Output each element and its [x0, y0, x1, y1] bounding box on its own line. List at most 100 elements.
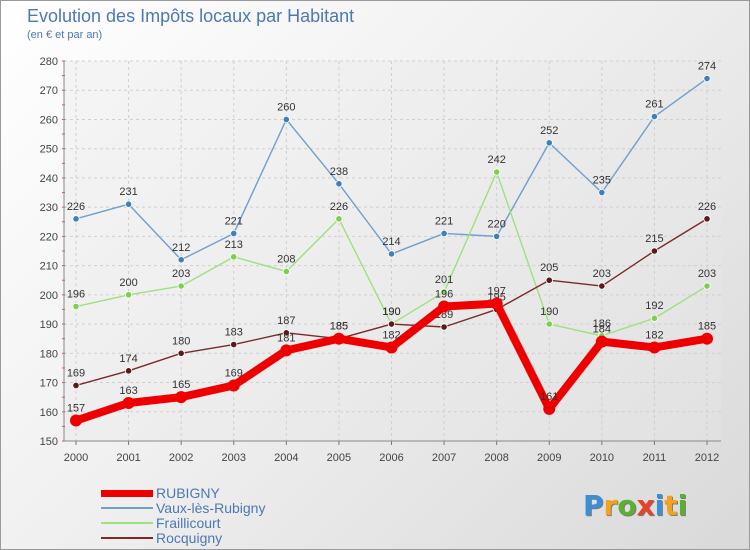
data-label-rubigny: 197: [487, 286, 505, 298]
legend-label-fraillicourt: Fraillicourt: [156, 515, 221, 531]
data-label-fraillicourt: 213: [225, 239, 243, 251]
data-label-rubigny: 185: [330, 321, 348, 333]
data-label-fraillicourt: 190: [382, 306, 400, 318]
data-point-rubigny: [280, 344, 293, 357]
y-tick-label: 180: [40, 348, 58, 360]
data-point-rocquigny: [230, 340, 238, 349]
legend-swatch-rubigny: [101, 490, 153, 497]
logo-letter: t: [664, 489, 678, 522]
logo-letter: i: [677, 489, 688, 522]
data-point-vaux-l-s-rubigny: [177, 256, 185, 264]
data-label-vaux-l-s-rubigny: 252: [540, 125, 558, 137]
data-point-rocquigny: [124, 367, 133, 375]
data-label-rubigny: 182: [382, 329, 400, 341]
data-point-rubigny: [227, 379, 240, 392]
data-label-vaux-l-s-rubigny: 235: [593, 175, 611, 187]
legend-label-rocquigny: Rocquigny: [156, 530, 223, 546]
data-label-fraillicourt: 226: [330, 201, 348, 213]
y-tick-label: 170: [40, 378, 58, 390]
data-point-rocquigny: [440, 323, 448, 331]
y-tick-label: 230: [40, 202, 58, 214]
data-label-fraillicourt: 186: [593, 318, 611, 330]
proxiti-logo: Proxiti: [583, 489, 687, 522]
data-point-vaux-l-s-rubigny: [124, 200, 133, 208]
y-tick-label: 160: [40, 407, 58, 419]
data-point-rocquigny: [545, 276, 553, 284]
data-label-fraillicourt: 192: [645, 300, 663, 312]
x-tick-label: 2006: [379, 452, 403, 464]
data-label-vaux-l-s-rubigny: 221: [435, 215, 453, 227]
data-label-vaux-l-s-rubigny: 261: [645, 99, 663, 111]
data-point-fraillicourt: [282, 267, 290, 276]
data-label-vaux-l-s-rubigny: 226: [67, 201, 85, 213]
data-label-rocquigny: 203: [593, 268, 611, 280]
logo-letter: i: [654, 489, 665, 522]
x-tick-label: 2001: [116, 452, 140, 464]
x-tick-label: 2011: [643, 452, 667, 464]
data-point-rubigny: [543, 402, 556, 415]
data-label-rocquigny: 180: [172, 335, 190, 347]
data-point-rocquigny: [387, 320, 396, 328]
y-tick-label: 280: [40, 56, 58, 68]
data-point-rubigny: [490, 297, 503, 310]
data-point-vaux-l-s-rubigny: [703, 74, 711, 83]
x-tick-label: 2009: [537, 452, 561, 464]
chart-subtitle: (en € et par an): [27, 29, 103, 41]
data-label-fraillicourt: 190: [540, 306, 558, 318]
data-label-fraillicourt: 203: [172, 268, 190, 280]
legend-swatch-rocquigny: [101, 537, 153, 539]
y-tick-label: 220: [40, 231, 58, 243]
data-point-fraillicourt: [177, 282, 185, 290]
data-label-rubigny: 161: [540, 391, 558, 403]
y-tick-label: 190: [40, 319, 58, 331]
data-point-rocquigny: [72, 381, 80, 390]
x-tick-label: 2012: [695, 452, 719, 464]
data-label-rocquigny: 190: [382, 306, 400, 318]
data-label-fraillicourt: 208: [277, 253, 295, 265]
data-label-rubigny: 185: [698, 321, 716, 333]
data-point-fraillicourt: [650, 314, 659, 322]
data-point-vaux-l-s-rubigny: [282, 115, 290, 124]
legend-swatch-vaux: [101, 507, 153, 509]
x-tick-label: 2007: [432, 452, 456, 464]
data-label-rocquigny: 205: [540, 262, 558, 274]
data-point-rocquigny: [177, 349, 185, 357]
data-label-rubigny: 165: [172, 379, 190, 391]
data-point-rubigny: [175, 391, 188, 404]
logo-letter: P: [583, 489, 604, 522]
data-point-rubigny: [122, 397, 135, 409]
data-label-rubigny: 157: [67, 403, 85, 415]
data-label-rocquigny: 174: [119, 353, 137, 365]
data-label-fraillicourt: 242: [487, 154, 505, 166]
data-label-rubigny: 181: [277, 332, 295, 344]
x-tick-label: 2005: [327, 452, 351, 464]
data-label-vaux-l-s-rubigny: 231: [119, 186, 137, 198]
data-point-fraillicourt: [703, 282, 711, 290]
data-label-rubigny: 163: [119, 385, 137, 397]
data-point-vaux-l-s-rubigny: [545, 139, 553, 147]
data-label-vaux-l-s-rubigny: 260: [277, 101, 295, 113]
data-label-rubigny: 196: [435, 289, 453, 301]
data-point-rocquigny: [650, 247, 659, 255]
data-point-vaux-l-s-rubigny: [598, 188, 606, 197]
data-label-fraillicourt: 201: [435, 274, 453, 286]
data-point-rubigny: [438, 300, 451, 313]
data-point-fraillicourt: [230, 253, 238, 261]
y-tick-label: 260: [40, 114, 58, 126]
data-point-vaux-l-s-rubigny: [440, 229, 448, 238]
data-label-rubigny: 182: [645, 329, 663, 341]
x-tick-label: 2000: [64, 452, 88, 464]
legend-swatch-fraillicourt: [101, 522, 153, 524]
data-point-vaux-l-s-rubigny: [230, 229, 238, 238]
y-tick-label: 210: [40, 261, 58, 273]
data-label-rubigny: 184: [593, 324, 611, 336]
data-point-fraillicourt: [124, 291, 133, 299]
data-label-rocquigny: 169: [67, 367, 85, 379]
logo-letter: r: [603, 489, 618, 522]
logo-letter: x: [636, 489, 655, 522]
data-point-fraillicourt: [72, 302, 80, 311]
legend-label-rubigny: RUBIGNY: [156, 485, 220, 501]
data-point-rocquigny: [282, 329, 290, 337]
